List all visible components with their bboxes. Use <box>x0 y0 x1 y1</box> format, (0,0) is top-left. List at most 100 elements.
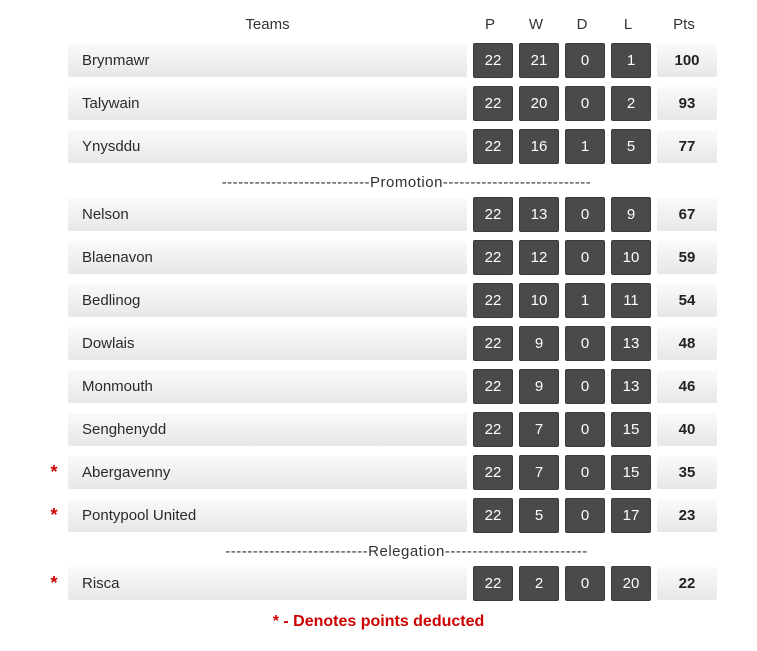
stat-w: 2 <box>519 566 559 601</box>
header-teams: Teams <box>68 16 467 33</box>
table-row: Senghenydd22701540 <box>40 408 717 451</box>
stat-d: 0 <box>565 412 605 447</box>
points-cell: 54 <box>657 284 717 317</box>
stat-l: 11 <box>611 283 651 318</box>
table-row: Monmouth22901346 <box>40 365 717 408</box>
deduction-marker: * <box>40 573 68 594</box>
divider-label: --------------------------Relegation----… <box>68 543 717 560</box>
deduction-marker: * <box>40 462 68 483</box>
stat-d: 0 <box>565 455 605 490</box>
team-name: Bedlinog <box>68 284 467 317</box>
stat-d: 0 <box>565 369 605 404</box>
team-name: Senghenydd <box>68 413 467 446</box>
stat-p: 22 <box>473 86 513 121</box>
table-row: *Abergavenny22701535 <box>40 451 717 494</box>
stat-d: 0 <box>565 498 605 533</box>
stat-d: 0 <box>565 43 605 78</box>
divider-label: ---------------------------Promotion----… <box>68 174 717 191</box>
points-cell: 35 <box>657 456 717 489</box>
stat-d: 0 <box>565 326 605 361</box>
stat-l: 1 <box>611 43 651 78</box>
points-cell: 23 <box>657 499 717 532</box>
stat-w: 7 <box>519 412 559 447</box>
header-pts: Pts <box>651 16 717 33</box>
header-l: L <box>605 16 651 33</box>
header-p: P <box>467 16 513 33</box>
stat-w: 21 <box>519 43 559 78</box>
stat-d: 1 <box>565 129 605 164</box>
team-name: Abergavenny <box>68 456 467 489</box>
stat-w: 16 <box>519 129 559 164</box>
table-row: Nelson22130967 <box>40 193 717 236</box>
points-cell: 59 <box>657 241 717 274</box>
stat-w: 10 <box>519 283 559 318</box>
stat-l: 17 <box>611 498 651 533</box>
table-row: Ynysddu22161577 <box>40 125 717 168</box>
stat-w: 7 <box>519 455 559 490</box>
stat-l: 20 <box>611 566 651 601</box>
team-name: Monmouth <box>68 370 467 403</box>
section-divider: ---------------------------Promotion----… <box>40 168 717 193</box>
stat-l: 5 <box>611 129 651 164</box>
team-name: Risca <box>68 567 467 600</box>
stat-w: 9 <box>519 369 559 404</box>
league-table: Teams P W D L Pts Brynmawr222101100Talyw… <box>40 10 717 631</box>
deduction-marker: * <box>40 505 68 526</box>
stat-p: 22 <box>473 326 513 361</box>
stat-d: 0 <box>565 197 605 232</box>
points-cell: 93 <box>657 87 717 120</box>
stat-w: 9 <box>519 326 559 361</box>
table-row: Brynmawr222101100 <box>40 39 717 82</box>
stat-l: 15 <box>611 412 651 447</box>
points-cell: 67 <box>657 198 717 231</box>
stat-p: 22 <box>473 43 513 78</box>
team-name: Nelson <box>68 198 467 231</box>
stat-p: 22 <box>473 197 513 232</box>
header-row: Teams P W D L Pts <box>40 10 717 39</box>
stat-d: 0 <box>565 240 605 275</box>
team-name: Brynmawr <box>68 44 467 77</box>
table-row: Blaenavon221201059 <box>40 236 717 279</box>
stat-w: 20 <box>519 86 559 121</box>
header-d: D <box>559 16 605 33</box>
section-divider: --------------------------Relegation----… <box>40 537 717 562</box>
table-row: *Pontypool United22501723 <box>40 494 717 537</box>
stat-l: 13 <box>611 326 651 361</box>
stat-l: 10 <box>611 240 651 275</box>
team-name: Ynysddu <box>68 130 467 163</box>
points-cell: 46 <box>657 370 717 403</box>
stat-l: 15 <box>611 455 651 490</box>
stat-d: 1 <box>565 283 605 318</box>
stat-l: 13 <box>611 369 651 404</box>
stat-w: 5 <box>519 498 559 533</box>
stat-p: 22 <box>473 240 513 275</box>
stat-p: 22 <box>473 283 513 318</box>
points-cell: 48 <box>657 327 717 360</box>
table-row: Talywain22200293 <box>40 82 717 125</box>
stat-p: 22 <box>473 412 513 447</box>
header-w: W <box>513 16 559 33</box>
stat-p: 22 <box>473 498 513 533</box>
table-row: *Risca22202022 <box>40 562 717 605</box>
points-cell: 100 <box>657 44 717 77</box>
stat-p: 22 <box>473 369 513 404</box>
points-cell: 40 <box>657 413 717 446</box>
table-row: Bedlinog221011154 <box>40 279 717 322</box>
stat-p: 22 <box>473 566 513 601</box>
stat-p: 22 <box>473 129 513 164</box>
team-name: Pontypool United <box>68 499 467 532</box>
stat-d: 0 <box>565 566 605 601</box>
footer-note: * - Denotes points deducted <box>40 605 717 631</box>
stat-p: 22 <box>473 455 513 490</box>
team-name: Dowlais <box>68 327 467 360</box>
points-cell: 22 <box>657 567 717 600</box>
team-name: Blaenavon <box>68 241 467 274</box>
stat-l: 9 <box>611 197 651 232</box>
points-cell: 77 <box>657 130 717 163</box>
stat-d: 0 <box>565 86 605 121</box>
stat-l: 2 <box>611 86 651 121</box>
stat-w: 13 <box>519 197 559 232</box>
table-row: Dowlais22901348 <box>40 322 717 365</box>
team-name: Talywain <box>68 87 467 120</box>
stat-w: 12 <box>519 240 559 275</box>
